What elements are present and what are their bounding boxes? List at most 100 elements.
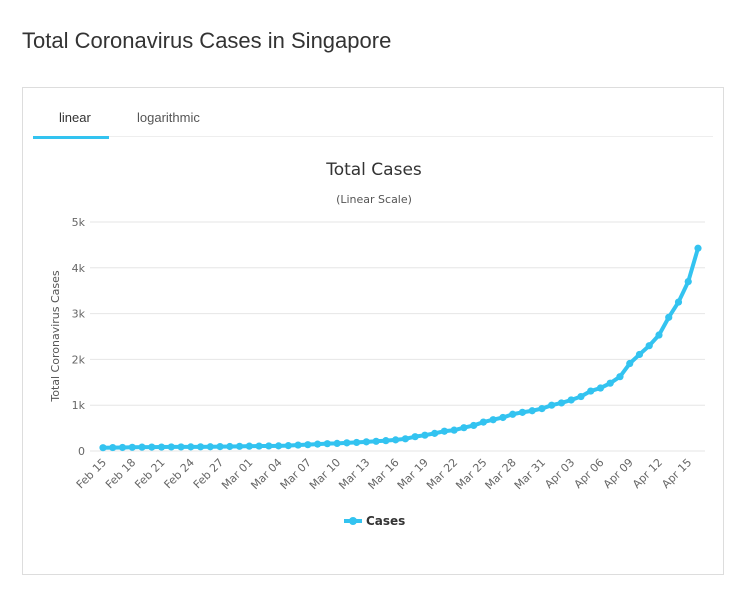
data-point[interactable] — [382, 437, 390, 445]
active-tab-indicator — [33, 136, 109, 139]
data-point[interactable] — [479, 418, 488, 426]
x-tick-label: Apr 12 — [630, 456, 665, 491]
x-tick-label: Mar 22 — [424, 456, 460, 492]
y-axis-label: Total Coronavirus Cases — [49, 270, 62, 403]
x-tick-label: Apr 03 — [542, 456, 577, 491]
data-point[interactable] — [626, 359, 634, 368]
x-tick-label: Apr 06 — [572, 456, 607, 491]
y-tick-label: 4k — [72, 262, 86, 275]
legend-cases-label: Cases — [366, 514, 405, 528]
data-point[interactable] — [460, 424, 468, 432]
data-point[interactable] — [284, 442, 292, 450]
data-point[interactable] — [489, 416, 497, 424]
x-tick-label: Feb 15 — [74, 456, 109, 491]
data-point[interactable] — [118, 443, 127, 452]
data-point[interactable] — [694, 244, 702, 252]
data-point[interactable] — [528, 407, 536, 415]
data-point[interactable] — [450, 426, 458, 434]
data-point[interactable] — [313, 440, 322, 448]
x-tick-label: Feb 24 — [162, 456, 197, 491]
data-point[interactable] — [157, 443, 166, 451]
x-tick-label: Apr 15 — [659, 456, 694, 491]
x-tick-label: Mar 04 — [248, 456, 284, 492]
data-point[interactable] — [499, 413, 507, 422]
data-point[interactable] — [255, 442, 263, 450]
data-point[interactable] — [392, 436, 400, 444]
x-tick-label: Mar 31 — [512, 456, 548, 492]
legend-cases-marker — [349, 517, 357, 525]
data-point[interactable] — [616, 373, 624, 381]
data-point[interactable] — [265, 442, 273, 450]
data-point[interactable] — [470, 421, 478, 430]
data-point[interactable] — [557, 399, 566, 407]
page-title: Total Coronavirus Cases in Singapore — [22, 28, 392, 53]
data-point[interactable] — [509, 410, 517, 418]
x-tick-label: Feb 18 — [103, 456, 138, 491]
x-tick-label: Mar 01 — [219, 456, 255, 492]
data-point[interactable] — [167, 443, 175, 451]
data-point[interactable] — [548, 401, 556, 409]
data-point[interactable] — [596, 384, 605, 392]
data-point[interactable] — [187, 443, 195, 451]
data-point[interactable] — [274, 442, 283, 450]
data-point[interactable] — [343, 439, 351, 447]
y-tick-label: 0 — [78, 445, 85, 458]
plot-area — [99, 244, 702, 452]
data-point[interactable] — [148, 443, 156, 451]
x-tick-label: Mar 16 — [366, 456, 402, 492]
data-point[interactable] — [206, 443, 214, 451]
x-tick-label: Mar 07 — [278, 456, 314, 492]
data-point[interactable] — [294, 441, 302, 449]
data-point[interactable] — [655, 331, 663, 339]
chart-title: Total Cases — [325, 160, 422, 180]
data-point[interactable] — [138, 443, 146, 451]
x-tick-label: Mar 28 — [483, 456, 519, 492]
data-point[interactable] — [128, 443, 136, 451]
data-point[interactable] — [245, 442, 253, 450]
chart-subtitle: (Linear Scale) — [336, 193, 412, 206]
data-point[interactable] — [333, 439, 341, 447]
legend[interactable]: Cases — [344, 514, 405, 528]
data-point[interactable] — [372, 437, 380, 445]
tab-linear[interactable]: linear — [59, 110, 91, 125]
data-point[interactable] — [196, 443, 205, 451]
data-point[interactable] — [177, 443, 185, 451]
data-point[interactable] — [431, 429, 439, 437]
data-point[interactable] — [684, 277, 692, 286]
data-point[interactable] — [567, 396, 575, 404]
data-point[interactable] — [362, 438, 370, 446]
data-point[interactable] — [587, 387, 595, 395]
x-tick-label: Mar 19 — [395, 456, 431, 492]
data-point[interactable] — [99, 444, 107, 452]
data-point[interactable] — [353, 438, 361, 447]
data-point[interactable] — [538, 404, 546, 413]
data-point[interactable] — [226, 442, 234, 451]
data-point[interactable] — [635, 350, 644, 359]
data-point[interactable] — [577, 392, 585, 401]
data-point[interactable] — [645, 342, 653, 350]
data-point[interactable] — [109, 443, 117, 452]
data-point[interactable] — [323, 440, 331, 448]
data-point[interactable] — [235, 442, 244, 450]
data-point[interactable] — [674, 298, 683, 306]
data-point[interactable] — [440, 427, 448, 435]
data-point[interactable] — [518, 408, 527, 416]
data-point[interactable] — [401, 435, 409, 443]
chart-panel: linear logarithmic — [22, 87, 724, 575]
data-point[interactable] — [421, 431, 429, 439]
data-point[interactable] — [665, 313, 673, 321]
x-tick-label: Feb 21 — [132, 456, 167, 491]
data-point[interactable] — [304, 441, 312, 449]
y-tick-label: 2k — [72, 353, 86, 366]
data-point[interactable] — [411, 433, 419, 441]
tab-logarithmic[interactable]: logarithmic — [137, 110, 200, 125]
scale-tabs: linear logarithmic — [33, 88, 713, 137]
x-tick-label: Mar 13 — [336, 456, 372, 492]
x-tick-label: Mar 25 — [453, 456, 489, 492]
data-point[interactable] — [606, 379, 614, 387]
y-tick-label: 5k — [72, 216, 86, 229]
y-tick-label: 1k — [72, 399, 86, 412]
data-point[interactable] — [216, 443, 224, 451]
